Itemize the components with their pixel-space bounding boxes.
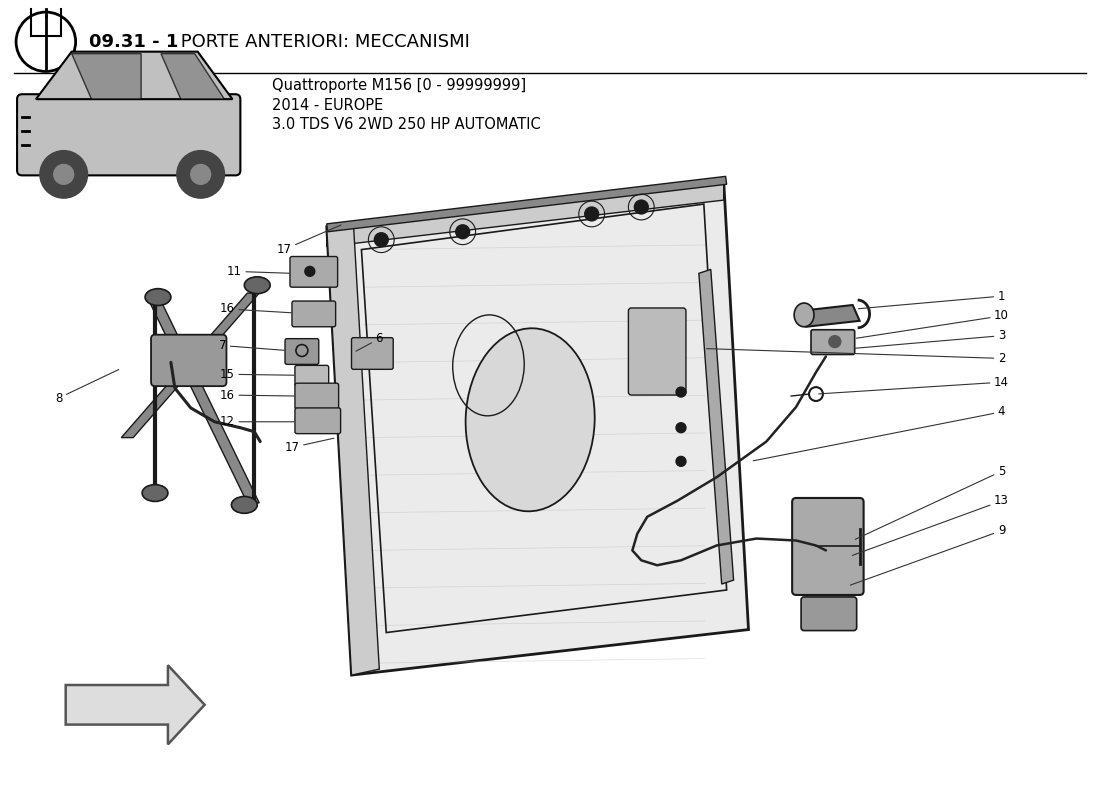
Ellipse shape (231, 497, 257, 514)
Text: PORTE ANTERIORI: MECCANISMI: PORTE ANTERIORI: MECCANISMI (175, 33, 470, 50)
Circle shape (190, 165, 210, 184)
Circle shape (829, 336, 840, 347)
Polygon shape (327, 180, 724, 246)
Text: 12: 12 (220, 415, 294, 428)
FancyBboxPatch shape (295, 408, 341, 434)
Ellipse shape (145, 289, 170, 306)
Text: 2: 2 (706, 349, 1005, 365)
FancyBboxPatch shape (628, 308, 686, 395)
Text: 3: 3 (855, 329, 1005, 348)
Text: Quattroporte M156 [0 - 99999999]: Quattroporte M156 [0 - 99999999] (272, 78, 526, 93)
Text: 6: 6 (356, 332, 383, 351)
Ellipse shape (794, 303, 814, 326)
Polygon shape (161, 54, 224, 99)
FancyBboxPatch shape (290, 257, 338, 287)
FancyBboxPatch shape (295, 366, 329, 386)
Text: 8: 8 (55, 370, 119, 405)
Circle shape (54, 165, 74, 184)
Text: 15: 15 (220, 368, 294, 381)
Text: 14: 14 (818, 376, 1009, 394)
Polygon shape (36, 52, 232, 99)
FancyBboxPatch shape (18, 94, 241, 175)
Circle shape (455, 225, 470, 238)
Text: 16: 16 (220, 302, 292, 315)
Text: 16: 16 (220, 389, 294, 402)
Text: 10: 10 (857, 310, 1009, 338)
Polygon shape (327, 180, 748, 675)
Polygon shape (150, 303, 260, 503)
Text: 17: 17 (285, 438, 334, 454)
Text: 2014 - EUROPE: 2014 - EUROPE (272, 98, 384, 113)
FancyBboxPatch shape (295, 383, 339, 409)
Circle shape (374, 233, 388, 246)
Ellipse shape (465, 328, 595, 511)
Text: 4: 4 (754, 406, 1005, 461)
FancyBboxPatch shape (811, 330, 855, 354)
Polygon shape (327, 225, 380, 675)
Ellipse shape (244, 277, 271, 294)
Polygon shape (800, 305, 859, 326)
Circle shape (40, 150, 88, 198)
Polygon shape (121, 293, 260, 438)
Circle shape (305, 266, 315, 276)
Circle shape (676, 387, 686, 397)
Circle shape (676, 457, 686, 466)
Ellipse shape (142, 485, 168, 502)
Text: 7: 7 (219, 339, 284, 352)
Polygon shape (698, 270, 734, 584)
FancyBboxPatch shape (801, 597, 857, 630)
Text: 5: 5 (855, 465, 1005, 539)
Polygon shape (66, 666, 205, 744)
Text: 09.31 - 1: 09.31 - 1 (88, 33, 178, 50)
FancyBboxPatch shape (352, 338, 393, 370)
FancyBboxPatch shape (792, 498, 864, 595)
Text: 1: 1 (858, 290, 1005, 309)
FancyBboxPatch shape (151, 334, 227, 386)
FancyBboxPatch shape (292, 301, 336, 326)
Circle shape (676, 422, 686, 433)
Text: 17: 17 (276, 225, 341, 256)
Text: 13: 13 (852, 494, 1009, 555)
Circle shape (585, 207, 598, 221)
Text: 3.0 TDS V6 2WD 250 HP AUTOMATIC: 3.0 TDS V6 2WD 250 HP AUTOMATIC (272, 118, 541, 132)
Text: 11: 11 (227, 265, 289, 278)
Text: 9: 9 (850, 524, 1005, 585)
Polygon shape (72, 54, 141, 99)
Polygon shape (327, 176, 727, 232)
Circle shape (635, 200, 648, 214)
Circle shape (177, 150, 224, 198)
FancyBboxPatch shape (285, 338, 319, 364)
